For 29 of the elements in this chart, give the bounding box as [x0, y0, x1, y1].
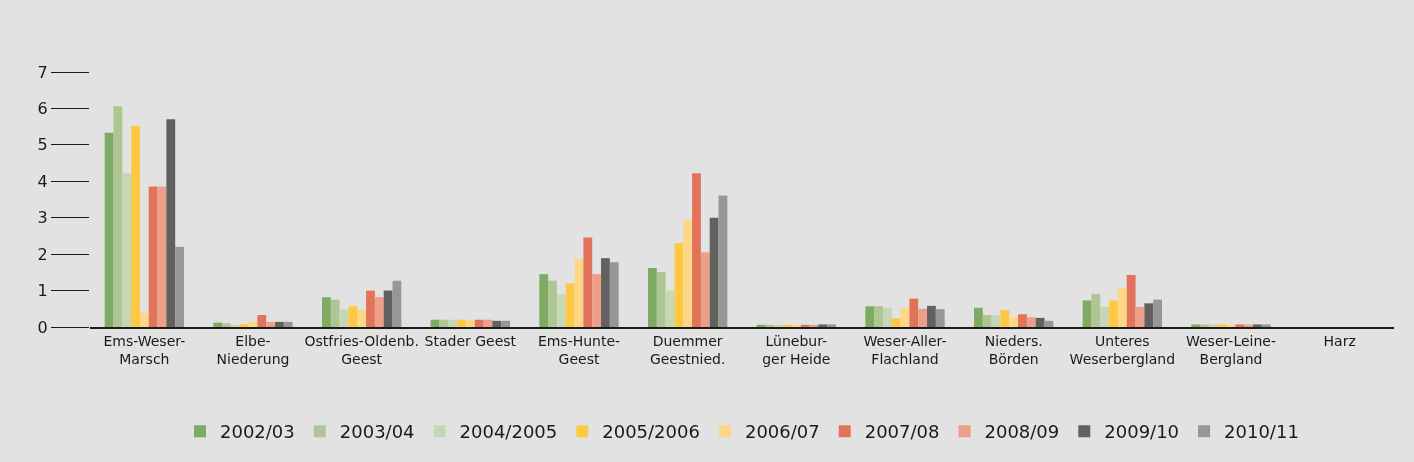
x-tick-label: Stader Geest — [424, 332, 517, 349]
legend-label: 2008/09 — [984, 421, 1060, 443]
y-tick-label: 0 — [37, 317, 48, 337]
legend-label: 2006/07 — [744, 421, 820, 443]
legend-label: 2005/2006 — [602, 421, 700, 443]
x-tick-label: Nieders. Börden — [984, 332, 1043, 367]
x-tick-label: Ems-Weser- Marsch — [103, 332, 186, 367]
x-tick-label: Unteres Weserbergland — [1069, 332, 1176, 367]
y-tick-label: 4 — [37, 171, 48, 191]
x-tick-label: Elbe- Niederung — [216, 332, 290, 367]
y-tick-label: 6 — [37, 99, 48, 119]
x-tick-label: Ems-Hunte- Geest — [537, 332, 621, 367]
x-tick-label: Weser-Leine- Bergland — [1185, 332, 1277, 367]
x-tick-label: Ostfries-Oldenb. Geest — [304, 332, 419, 367]
legend-label: 2004/2005 — [459, 421, 558, 443]
x-tick-label: Harz — [1323, 332, 1356, 349]
legend-label: 2009/10 — [1104, 421, 1180, 443]
legend-label: 2010/11 — [1224, 421, 1299, 443]
x-tick-label: Lünebur- ger Heide — [762, 332, 831, 367]
legend-label: 2002/03 — [220, 421, 295, 443]
legend-label: 2007/08 — [864, 421, 940, 443]
x-tick-label: Weser-Aller- Flachland — [863, 332, 947, 367]
y-tick-label: 5 — [37, 135, 48, 155]
y-tick-label: 7 — [37, 62, 48, 82]
y-tick-label: 3 — [37, 208, 48, 228]
y-tick-label: 1 — [37, 281, 48, 301]
y-tick-label: 2 — [37, 244, 48, 264]
legend-label: 2003/04 — [339, 421, 415, 443]
x-tick-label: Duemmer Geestnied. — [649, 332, 726, 367]
